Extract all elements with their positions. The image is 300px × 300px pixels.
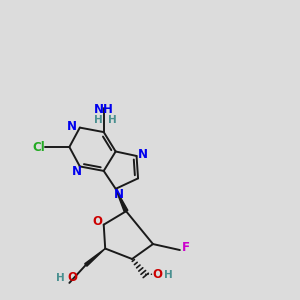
Text: N: N (68, 120, 77, 133)
Text: O: O (152, 268, 163, 281)
Text: N: N (138, 148, 148, 161)
Text: F: F (182, 241, 190, 254)
Text: Cl: Cl (32, 140, 45, 154)
Text: N: N (72, 165, 82, 178)
Text: H: H (108, 115, 117, 125)
Text: O: O (93, 215, 103, 228)
Text: H: H (164, 269, 172, 280)
Text: NH: NH (94, 103, 114, 116)
Text: N: N (114, 188, 124, 201)
Text: •••: ••• (143, 272, 154, 277)
Polygon shape (85, 248, 105, 266)
Text: O: O (68, 271, 77, 284)
Text: H: H (94, 115, 103, 125)
Text: H: H (56, 272, 65, 283)
Polygon shape (116, 189, 128, 212)
